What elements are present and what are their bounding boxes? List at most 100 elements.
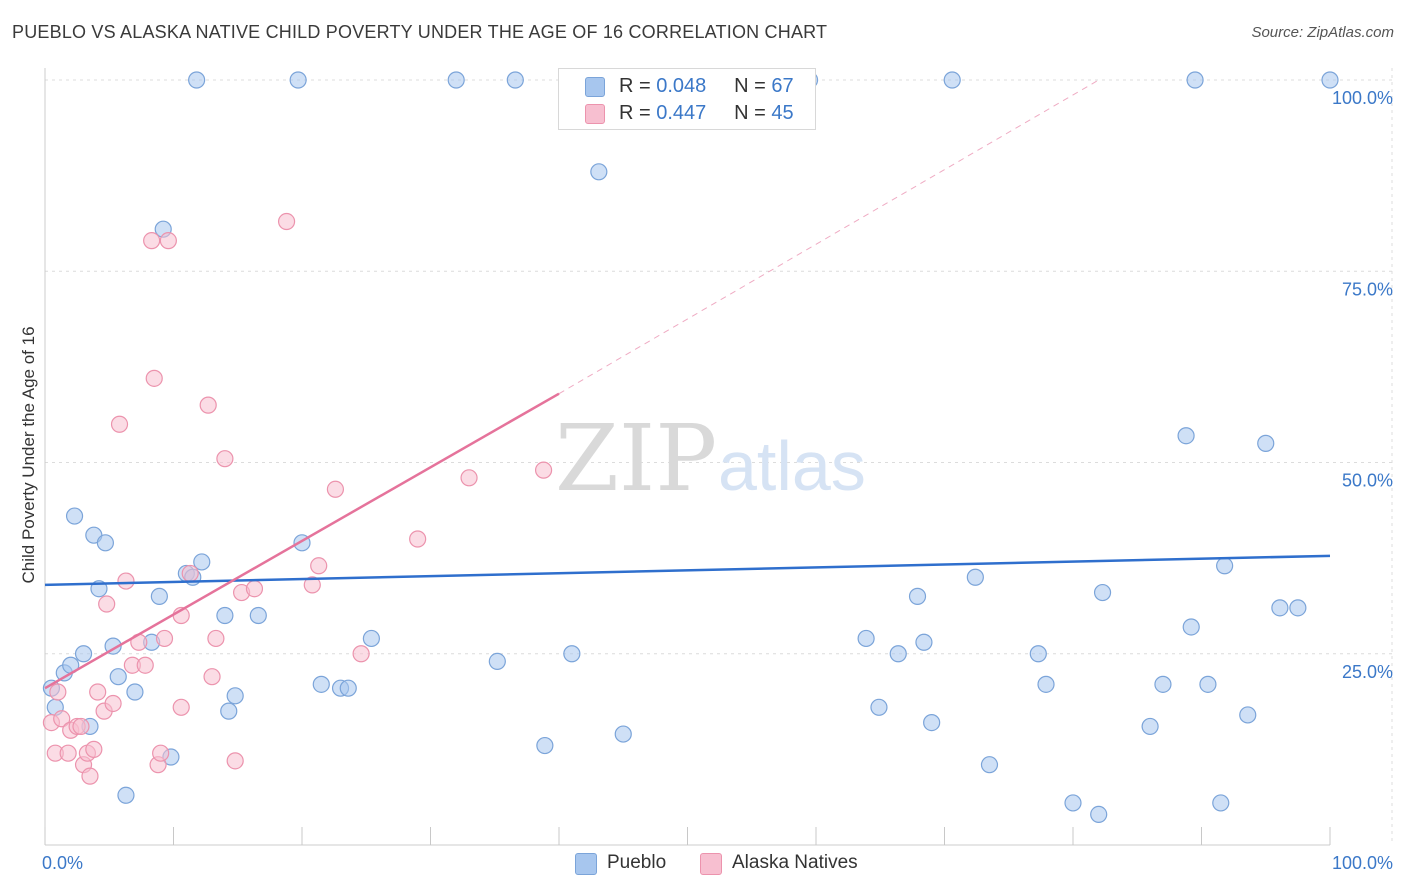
pueblo-point bbox=[339, 679, 357, 697]
legend-n-label: N = bbox=[734, 75, 772, 97]
legend-r-label: R = bbox=[619, 102, 657, 124]
chart-title: PUEBLO VS ALASKA NATIVE CHILD POVERTY UN… bbox=[12, 22, 828, 42]
alaska-point bbox=[181, 564, 199, 583]
pueblo-point bbox=[1271, 599, 1289, 617]
pueblo-point bbox=[1186, 71, 1204, 89]
pueblo-point bbox=[220, 702, 238, 720]
pueblo-point bbox=[216, 606, 234, 625]
pueblo-point bbox=[150, 587, 168, 605]
alaska-point bbox=[155, 629, 174, 648]
alaska-point bbox=[326, 480, 345, 498]
y-tick-label: 100.0% bbox=[1332, 88, 1393, 108]
pueblo-trend-line bbox=[44, 554, 1331, 587]
axes bbox=[44, 68, 1331, 846]
alaska-point bbox=[172, 698, 190, 716]
x-tick-label: 100.0% bbox=[1332, 853, 1393, 873]
y-axis-label: Child Poverty Under the Age of 16 bbox=[19, 326, 38, 583]
pueblo-point bbox=[614, 725, 632, 743]
legend-r-value-pueblo: 0.048 bbox=[656, 75, 707, 97]
pueblo-point bbox=[74, 645, 93, 663]
tick-labels: 25.0% 50.0% 75.0% 100.0% 0.0% 100.0% bbox=[42, 88, 1393, 873]
legend-n-value-pueblo: 67 bbox=[771, 75, 794, 97]
pueblo-point bbox=[65, 507, 84, 525]
pueblo-point bbox=[590, 163, 608, 181]
pueblo-point bbox=[109, 668, 127, 686]
pueblo-point bbox=[1257, 434, 1275, 452]
pueblo-point bbox=[1182, 618, 1200, 636]
pueblo-point bbox=[1064, 794, 1082, 812]
alaska-point bbox=[85, 740, 103, 758]
pueblo-point bbox=[1037, 675, 1055, 693]
alaska-point bbox=[207, 629, 225, 648]
y-tick-label: 50.0% bbox=[1342, 471, 1393, 491]
pueblo-point bbox=[96, 534, 114, 552]
bottom-legend-swatch-pueblo bbox=[575, 853, 597, 875]
alaska-point bbox=[49, 683, 67, 701]
alaska-point bbox=[136, 656, 154, 674]
pueblo-point bbox=[1199, 675, 1217, 693]
pueblo-point bbox=[193, 553, 211, 571]
alaska-point bbox=[310, 557, 328, 575]
x-tick-label: 0.0% bbox=[42, 853, 83, 873]
grid-lines bbox=[45, 68, 1393, 845]
pueblo-point bbox=[226, 687, 244, 705]
pueblo-point bbox=[980, 756, 999, 774]
pueblo-point bbox=[1177, 427, 1195, 445]
y-tick-label: 25.0% bbox=[1342, 662, 1393, 682]
pueblo-point bbox=[908, 587, 927, 605]
pueblo-point bbox=[536, 736, 554, 755]
pueblo-point bbox=[362, 629, 380, 648]
trend-lines bbox=[44, 79, 1331, 690]
alaska-point bbox=[59, 744, 77, 762]
alaska-point bbox=[143, 232, 161, 250]
bottom-legend-swatch-alaska bbox=[700, 853, 722, 875]
legend-r-value-alaska: 0.447 bbox=[656, 102, 707, 124]
pueblo-point bbox=[915, 633, 933, 651]
alaska-point bbox=[159, 232, 177, 250]
alaska-point bbox=[152, 744, 170, 762]
alaska-point bbox=[352, 645, 370, 663]
legend-swatch-pueblo bbox=[585, 77, 605, 97]
alaska-point bbox=[216, 450, 234, 468]
pueblo-point bbox=[857, 629, 875, 648]
alaska-point bbox=[199, 396, 217, 414]
alaska-point bbox=[534, 461, 553, 479]
pueblo-point bbox=[312, 675, 330, 693]
pueblo-point bbox=[943, 71, 961, 89]
alaska-point bbox=[89, 683, 107, 701]
alaska-point bbox=[117, 572, 135, 590]
pueblo-point bbox=[1212, 794, 1230, 812]
pueblo-point bbox=[889, 645, 907, 663]
pueblo-point bbox=[1289, 599, 1307, 617]
legend-r-label: R = bbox=[619, 75, 657, 97]
pueblo-point bbox=[1154, 675, 1172, 693]
pueblo-point bbox=[563, 645, 581, 663]
pueblo-point bbox=[966, 568, 984, 586]
pueblo-point bbox=[1321, 71, 1339, 89]
alaska-point bbox=[203, 668, 221, 686]
watermark-zip: ZIP bbox=[555, 405, 717, 512]
alaska-point bbox=[226, 752, 244, 770]
pueblo-point bbox=[117, 786, 135, 804]
y-tick-label: 75.0% bbox=[1342, 279, 1393, 299]
bottom-legend-label-pueblo: Pueblo bbox=[607, 852, 667, 873]
alaska-point bbox=[145, 369, 163, 387]
pueblo-point bbox=[1090, 805, 1108, 824]
bottom-legend-label-alaska: Alaska Natives bbox=[732, 852, 858, 873]
pueblo-point bbox=[870, 698, 888, 716]
pueblo-point bbox=[1216, 557, 1234, 575]
pueblo-point bbox=[1239, 706, 1257, 724]
alaska-point bbox=[409, 530, 427, 548]
alaska-point bbox=[81, 767, 99, 785]
alaska-point bbox=[245, 580, 264, 598]
legend-swatch-alaska bbox=[585, 104, 605, 124]
legend-n-value-alaska: 45 bbox=[771, 102, 794, 124]
pueblo-point bbox=[488, 652, 506, 671]
alaska-point bbox=[104, 694, 122, 713]
pueblo-point bbox=[1029, 645, 1047, 663]
pueblo-point bbox=[506, 71, 524, 89]
alaska-trend-extension bbox=[558, 79, 1099, 395]
alaska-point bbox=[110, 415, 129, 433]
alaska-point bbox=[98, 595, 116, 613]
